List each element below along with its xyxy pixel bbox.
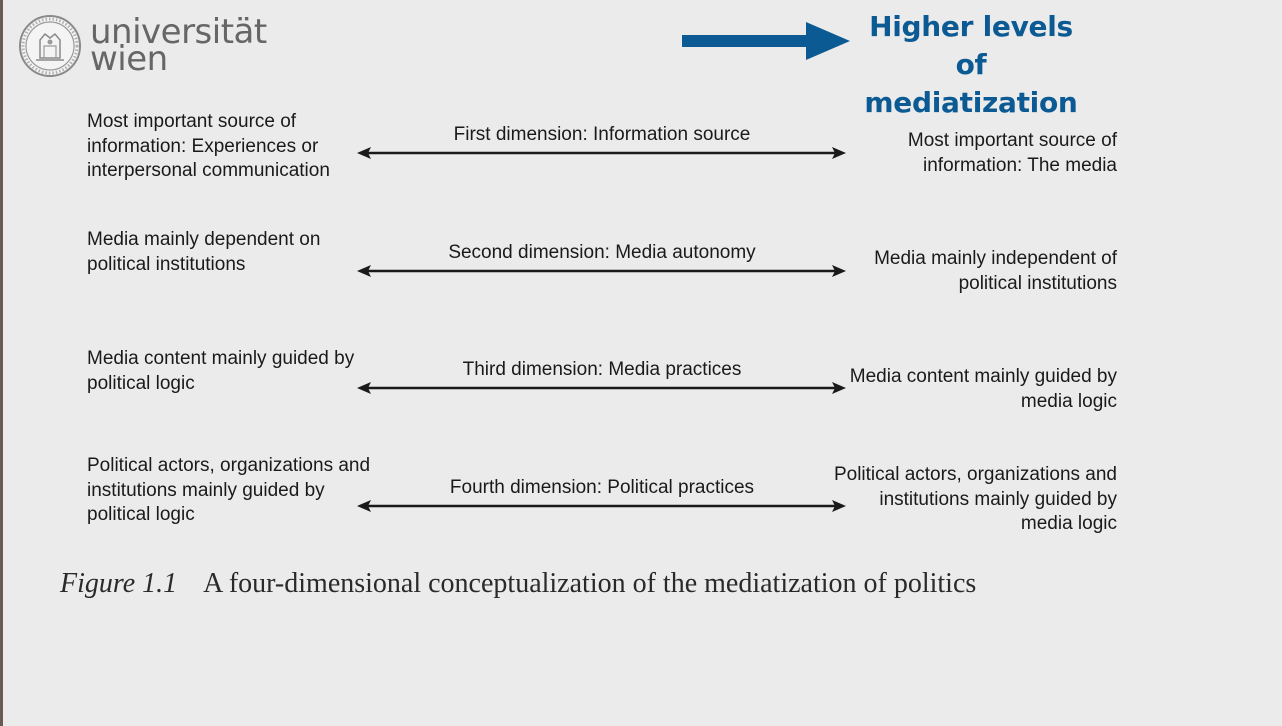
dimension-1-label: First dimension: Information source [453, 124, 751, 145]
double-arrow-icon [357, 265, 846, 277]
dimension-3-label: Third dimension: Media practices [462, 359, 742, 380]
figure-number: Figure 1.1 [60, 568, 178, 599]
figure-caption: Figure 1.1 A four-dimensional conceptuali… [60, 568, 976, 600]
dimension-1-left-pole: Most important source of information: Ex… [87, 111, 330, 181]
slide-left-edge [0, 0, 3, 726]
dimension-2-left-pole: Media mainly dependent on political inst… [87, 229, 321, 275]
dimension-1-right-pole: Most important source of information: Th… [907, 130, 1117, 176]
logo-line-1: universität [90, 12, 267, 52]
heading-line-2: mediatization [864, 86, 1078, 119]
dimension-2-label: Second dimension: Media autonomy [448, 242, 756, 263]
higher-levels-heading: Higher levels of mediatization [856, 8, 1086, 122]
double-arrow-icon [357, 147, 846, 159]
figure-caption-text: A four-dimensional conceptualization of … [203, 568, 977, 599]
dimension-3-left-pole: Media content mainly guided by political… [87, 348, 355, 394]
heading-line-1: Higher levels of [869, 10, 1073, 81]
university-logo: universität wien [18, 14, 267, 78]
dimension-2-right-pole: Media mainly independent of political in… [874, 248, 1117, 294]
dimension-4-left-pole: Political actors, organizations and inst… [87, 455, 371, 525]
dimension-3-right-pole: Media content mainly guided by media log… [849, 366, 1117, 412]
logo-line-2: wien [90, 39, 168, 79]
dimension-4-right-pole: Political actors, organizations and inst… [833, 464, 1117, 534]
university-seal-icon [19, 15, 81, 77]
dimension-4-label: Fourth dimension: Political practices [449, 477, 755, 498]
right-arrow-icon [682, 22, 850, 60]
double-arrow-icon [357, 382, 846, 394]
double-arrow-icon [357, 500, 846, 512]
